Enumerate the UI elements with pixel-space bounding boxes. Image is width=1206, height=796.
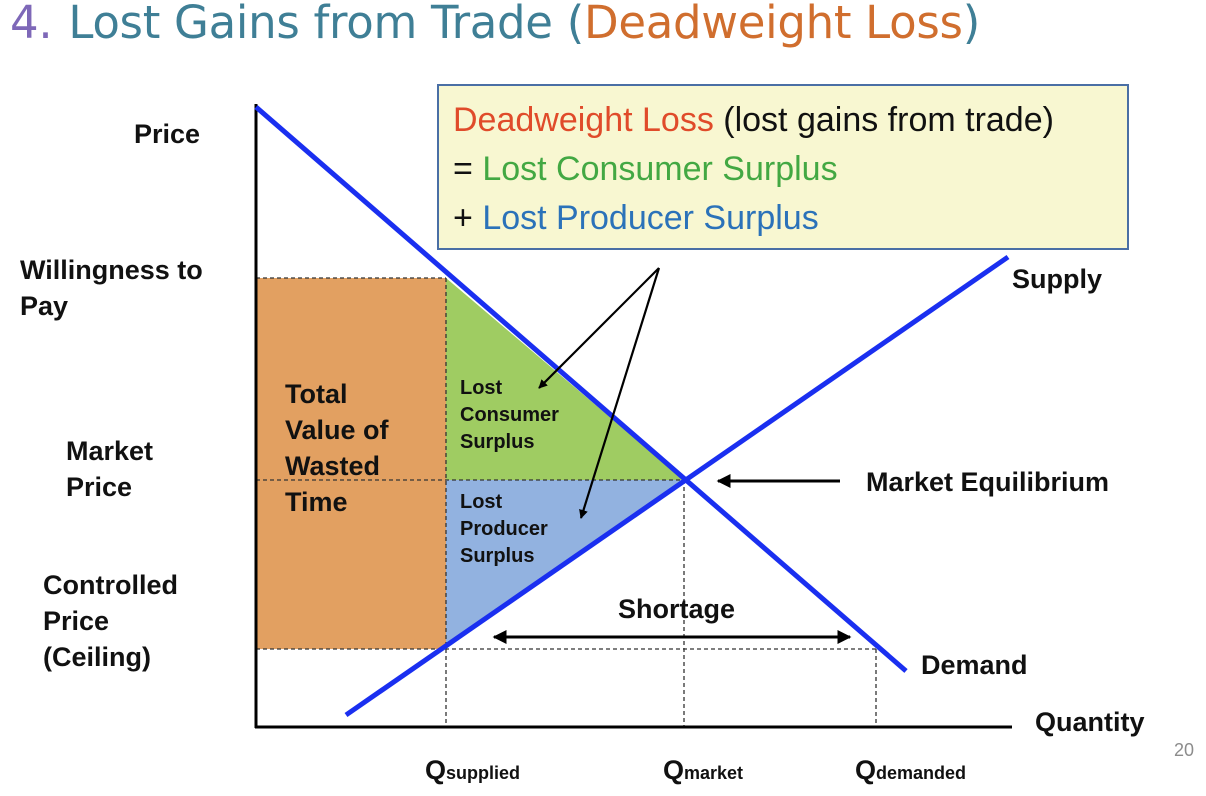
- title-main: Lost Gains from Trade (: [68, 0, 584, 49]
- wasted-time-line-2: Value of: [285, 415, 389, 445]
- callout-line-1-rest: (lost gains from trade): [713, 101, 1054, 139]
- callout-arrow-consumer: [538, 267, 660, 389]
- lost-cs-line-2: Consumer: [460, 404, 559, 426]
- title-number: 4.: [10, 0, 53, 49]
- callout-plus: +: [453, 199, 483, 237]
- page-number: 20: [1173, 740, 1194, 760]
- controlled-line-3: (Ceiling): [43, 642, 151, 672]
- controlled-line-2: Price: [43, 606, 110, 636]
- q-market-q: Q: [663, 755, 685, 785]
- market-equilibrium-label: Market Equilibrium: [866, 467, 1110, 497]
- callout-equals: =: [453, 150, 483, 188]
- q-supplied-sub: supplied: [446, 763, 521, 783]
- q-supplied-q: Q: [425, 755, 447, 785]
- q-demanded-sub: demanded: [876, 763, 967, 783]
- willingness-line-2: Pay: [20, 291, 69, 321]
- lost-producer-surplus-label: Lost Producer Surplus: [460, 489, 548, 570]
- wasted-time-line-4: Time: [285, 487, 348, 517]
- shortage-label: Shortage: [618, 594, 736, 624]
- callout-lost-producer-surplus: Lost Producer Surplus: [482, 199, 819, 237]
- callout-deadweight-loss: Deadweight Loss: [453, 101, 714, 139]
- controlled-price-label: Controlled Price (Ceiling): [43, 567, 178, 675]
- callout-line-3: + Lost Producer Surplus: [453, 194, 1113, 243]
- market-price-label: Market Price: [66, 433, 153, 505]
- supply-label: Supply: [1012, 264, 1103, 294]
- willingness-to-pay-label: Willingness to Pay: [20, 252, 203, 324]
- lost-ps-line-1: Lost: [460, 491, 503, 513]
- q-market-sub: market: [684, 763, 744, 783]
- market-price-line-2: Price: [66, 472, 133, 502]
- y-axis-label: Price: [134, 119, 201, 149]
- willingness-line-1: Willingness to: [20, 255, 203, 285]
- callout-lost-consumer-surplus: Lost Consumer Surplus: [482, 150, 838, 188]
- demand-curve: [254, 105, 908, 673]
- wasted-time-label: Total Value of Wasted Time: [285, 376, 389, 520]
- lost-consumer-surplus-label: Lost Consumer Surplus: [460, 375, 559, 456]
- lost-ps-line-2: Producer: [460, 518, 548, 540]
- callout-arrow-producer: [579, 267, 661, 519]
- x-axis-label: Quantity: [1035, 707, 1145, 737]
- demand-label: Demand: [921, 650, 1028, 680]
- controlled-line-1: Controlled: [43, 570, 178, 600]
- title-highlight: Deadweight Loss: [583, 0, 963, 49]
- lost-cs-line-3: Surplus: [460, 431, 535, 453]
- market-price-line-1: Market: [66, 436, 154, 466]
- lost-ps-line-3: Surplus: [460, 545, 535, 567]
- q-demanded-label: Qdemanded: [855, 752, 966, 791]
- guide-lines: [256, 277, 877, 727]
- deadweight-loss-callout: Deadweight Loss (lost gains from trade) …: [437, 84, 1129, 250]
- q-demanded-q: Q: [855, 755, 877, 785]
- callout-line-2: = Lost Consumer Surplus: [453, 145, 1113, 194]
- slide-title: 4. Lost Gains from Trade (Deadweight Loss…: [10, 0, 980, 49]
- title-close: ): [962, 0, 981, 49]
- wasted-time-line-1: Total: [285, 379, 348, 409]
- wasted-time-area: [256, 278, 446, 649]
- q-market-label: Qmarket: [663, 752, 743, 791]
- q-supplied-label: Qsupplied: [425, 752, 520, 791]
- callout-line-1: Deadweight Loss (lost gains from trade): [453, 96, 1113, 145]
- supply-curve: [344, 254, 1010, 718]
- lost-cs-line-1: Lost: [460, 377, 503, 399]
- wasted-time-line-3: Wasted: [285, 451, 381, 481]
